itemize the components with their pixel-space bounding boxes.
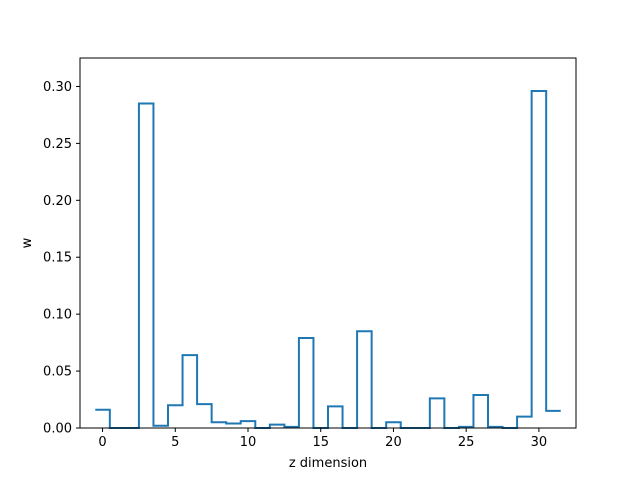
x-tick-label: 10 — [240, 435, 257, 450]
y-tick-label: 0.10 — [43, 308, 72, 323]
x-tick-label: 20 — [385, 435, 402, 450]
plot-frame — [79, 57, 577, 429]
y-tick-label: 0.05 — [43, 365, 72, 380]
y-tick-label: 0.15 — [43, 251, 72, 266]
y-axis-ticks: 0.00 0.05 0.10 0.15 0.20 0.25 0.30 — [43, 80, 80, 437]
x-tick-label: 15 — [312, 435, 329, 450]
y-tick-label: 0.00 — [43, 422, 72, 437]
series-line-0 — [95, 90, 561, 429]
x-tick-label: 0 — [98, 435, 106, 450]
x-tick-label: 5 — [171, 435, 179, 450]
x-tick-label: 30 — [531, 435, 548, 450]
x-axis-label: z dimension — [289, 456, 367, 471]
x-tick-label: 25 — [458, 435, 475, 450]
x-axis-ticks: 0 5 10 15 20 25 30 — [98, 428, 547, 450]
y-tick-label: 0.25 — [43, 137, 72, 152]
y-axis-label: w — [20, 237, 35, 248]
y-tick-label: 0.20 — [43, 194, 72, 209]
plot-area — [95, 90, 561, 429]
y-tick-label: 0.30 — [43, 80, 72, 95]
